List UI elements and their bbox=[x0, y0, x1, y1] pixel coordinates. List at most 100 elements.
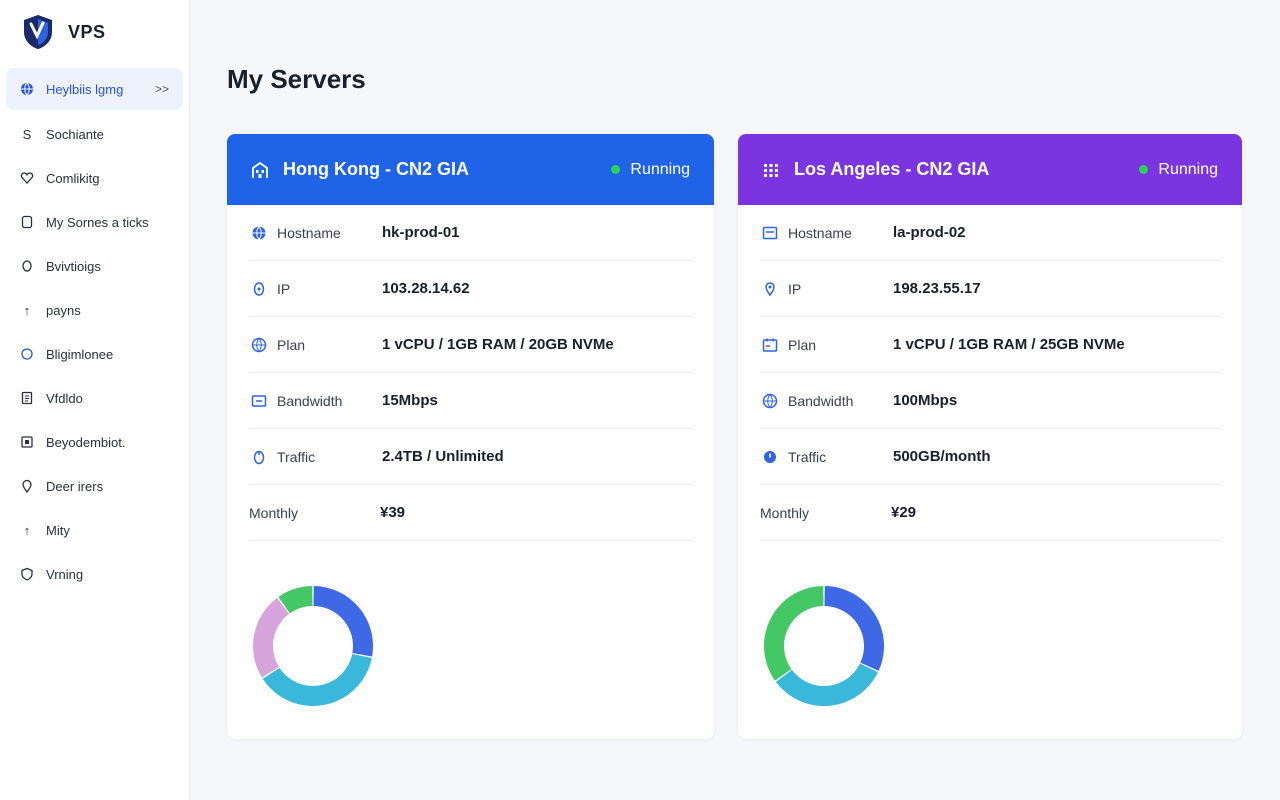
status-dot bbox=[611, 165, 621, 174]
sidebar-item-label: Vfdldo bbox=[46, 390, 83, 406]
detail-label: Traffic bbox=[788, 448, 827, 465]
detail-label: IP bbox=[788, 280, 802, 297]
detail-label: Hostname bbox=[277, 224, 341, 241]
traffic-icon bbox=[253, 450, 265, 464]
status-text: Running bbox=[630, 160, 690, 178]
server-title: Los Angeles - CN2 GIA bbox=[794, 159, 990, 179]
sidebar-item-label: My Sornes a ticks bbox=[46, 214, 149, 230]
detail-label: Plan bbox=[788, 336, 817, 353]
globe-icon bbox=[251, 337, 267, 352]
card-header: Hong Kong - CN2 GIA Running bbox=[227, 134, 714, 205]
sidebar-item-7[interactable]: Vfdldo bbox=[6, 376, 183, 420]
sidebar: VPS Heylbiis lgmg >> S Sochiante Comliki… bbox=[0, 0, 190, 800]
heart-icon bbox=[20, 171, 34, 185]
sidebar-item-8[interactable]: Beyodembiot. bbox=[6, 420, 183, 464]
detail-row-bandwidth: Bandwidth 15Mbps bbox=[249, 373, 694, 429]
detail-value: la-prod-02 bbox=[893, 224, 966, 241]
donut-slice-0 bbox=[824, 586, 884, 671]
pin-icon bbox=[20, 479, 34, 493]
detail-row-ip: IP 103.28.14.62 bbox=[249, 261, 694, 317]
status-badge: Running bbox=[1139, 161, 1218, 179]
server-card-hong-kong[interactable]: Hong Kong - CN2 GIA Running Hostname hk-… bbox=[227, 134, 714, 739]
sidebar-item-11[interactable]: Vrning bbox=[6, 552, 183, 596]
donut-slice-2 bbox=[764, 586, 824, 681]
sidebar-item-label: payns bbox=[46, 302, 81, 318]
detail-label: Plan bbox=[277, 336, 306, 353]
status-text: Running bbox=[1158, 160, 1218, 178]
document-icon bbox=[20, 391, 34, 405]
server-icon bbox=[762, 226, 778, 239]
bandwidth-icon bbox=[251, 394, 267, 407]
detail-value: 103.28.14.62 bbox=[382, 280, 470, 297]
detail-value: ¥39 bbox=[380, 504, 406, 521]
server-details: Hostname hk-prod-01 IP 103.28.14.62 Plan… bbox=[227, 205, 714, 541]
sidebar-item-0[interactable]: Heylbiis lgmg >> bbox=[6, 68, 183, 110]
usage-donut-chart bbox=[764, 586, 884, 706]
square-icon bbox=[20, 215, 34, 229]
status-badge: Running bbox=[611, 161, 690, 179]
sidebar-item-label: Vrning bbox=[46, 566, 84, 582]
sidebar-item-label: Bligimlonee bbox=[46, 346, 114, 362]
sidebar-item-label: Bvivtioigs bbox=[46, 258, 101, 274]
sidebar-item-6[interactable]: Bligimlonee bbox=[6, 332, 183, 376]
detail-row-traffic: Traffic 2.4TB / Unlimited bbox=[249, 429, 694, 485]
box-icon bbox=[20, 435, 34, 449]
calendar-icon bbox=[762, 338, 778, 352]
detail-row-plan: Plan 1 vCPU / 1GB RAM / 25GB NVMe bbox=[760, 317, 1222, 373]
usage-donut-chart bbox=[253, 586, 373, 706]
globe-icon bbox=[762, 393, 778, 408]
sidebar-item-label: Beyodembiot. bbox=[46, 434, 126, 450]
chevron-right-icon: >> bbox=[154, 82, 169, 96]
detail-row-plan: Plan 1 vCPU / 1GB RAM / 20GB NVMe bbox=[249, 317, 694, 373]
detail-value: 15Mbps bbox=[382, 392, 438, 409]
detail-label: Traffic bbox=[277, 448, 316, 465]
detail-label: Monthly bbox=[249, 504, 299, 521]
sidebar-item-label: Mity bbox=[46, 522, 70, 538]
sidebar-item-1[interactable]: S Sochiante bbox=[6, 112, 183, 156]
detail-row-hostname: Hostname hk-prod-01 bbox=[249, 205, 694, 261]
brand-name: VPS bbox=[68, 21, 106, 42]
shield-icon bbox=[20, 567, 34, 581]
globe-icon bbox=[252, 225, 266, 240]
shield-logo-icon bbox=[24, 15, 52, 49]
detail-label: Bandwidth bbox=[277, 392, 343, 409]
sidebar-item-4[interactable]: Bvivtioigs bbox=[6, 244, 183, 288]
detail-value: hk-prod-01 bbox=[382, 224, 460, 241]
detail-value: 1 vCPU / 1GB RAM / 25GB NVMe bbox=[893, 336, 1125, 353]
detail-row-monthly: Monthly ¥39 bbox=[249, 485, 694, 541]
arrow-up-icon: ↑ bbox=[23, 302, 31, 318]
detail-label: IP bbox=[277, 280, 291, 297]
arrow-up-icon: ↑ bbox=[23, 522, 31, 538]
sidebar-item-3[interactable]: My Sornes a ticks bbox=[6, 200, 183, 244]
globe-icon bbox=[20, 82, 34, 96]
server-title: Hong Kong - CN2 GIA bbox=[283, 159, 469, 179]
server-card-los-angeles[interactable]: Los Angeles - CN2 GIA Running Hostname l… bbox=[738, 134, 1242, 739]
donut-slice-1 bbox=[262, 653, 372, 706]
card-header: Los Angeles - CN2 GIA Running bbox=[738, 134, 1242, 205]
sidebar-item-2[interactable]: Comlikitg bbox=[6, 156, 183, 200]
donut-slice-1 bbox=[775, 663, 878, 706]
detail-row-ip: IP 198.23.55.17 bbox=[760, 261, 1222, 317]
donut-slice-3 bbox=[278, 586, 313, 614]
sidebar-item-9[interactable]: Deer irers bbox=[6, 464, 183, 508]
circle-icon bbox=[20, 259, 34, 273]
sidebar-item-10[interactable]: ↑ Mity bbox=[6, 508, 183, 552]
location-icon bbox=[253, 281, 265, 296]
detail-label: Monthly bbox=[760, 504, 810, 521]
detail-row-hostname: Hostname la-prod-02 bbox=[760, 205, 1222, 261]
location-icon bbox=[765, 281, 775, 296]
detail-label: Bandwidth bbox=[788, 392, 854, 409]
detail-value: ¥29 bbox=[891, 504, 917, 521]
grid-icon bbox=[764, 163, 778, 177]
sidebar-item-5[interactable]: ↑ payns bbox=[6, 288, 183, 332]
server-details: Hostname la-prod-02 IP 198.23.55.17 Plan… bbox=[738, 205, 1242, 541]
donut-slice-2 bbox=[253, 597, 290, 678]
page-title: My Servers bbox=[227, 64, 366, 94]
sidebar-nav: Heylbiis lgmg >> S Sochiante Comlikitg M… bbox=[6, 68, 183, 596]
detail-row-bandwidth: Bandwidth 100Mbps bbox=[760, 373, 1222, 429]
donut-slice-0 bbox=[313, 586, 373, 657]
brand[interactable]: VPS bbox=[22, 14, 106, 50]
traffic-icon bbox=[764, 450, 776, 463]
ring-icon bbox=[20, 347, 34, 361]
building-icon bbox=[252, 161, 268, 178]
